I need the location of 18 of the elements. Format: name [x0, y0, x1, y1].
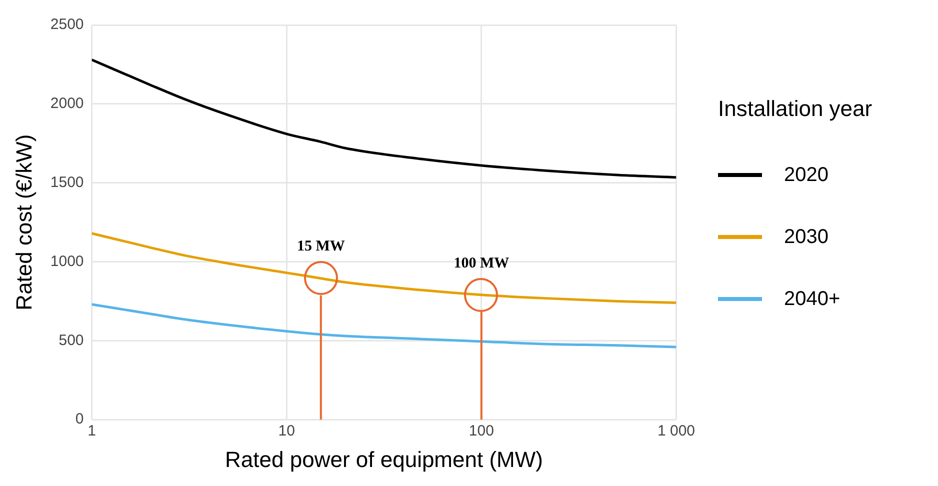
- y-tick-label: 2500: [50, 16, 84, 34]
- annotation: 15 MW: [296, 238, 345, 255]
- y-axis-title: Rated cost (€/kW): [11, 134, 36, 310]
- y-tick-label: 1500: [50, 174, 84, 191]
- y-tick-label: 0: [75, 410, 84, 428]
- x-tick-label: 100: [468, 422, 494, 440]
- legend-title: Installation year: [718, 96, 872, 122]
- y-tick-label: 2000: [50, 95, 84, 112]
- y-tick-label: 500: [58, 332, 84, 349]
- legend-label: 2020: [784, 164, 828, 186]
- x-tick-label: 1 000: [657, 422, 696, 440]
- legend-label: 2040+: [784, 288, 840, 310]
- x-tick-label: 10: [278, 422, 295, 440]
- x-tick-label: 1: [88, 422, 96, 440]
- y-tick-label: 1000: [50, 252, 84, 270]
- x-axis-title: Rated power of equipment (MW): [225, 446, 543, 472]
- annotation: 100 MW: [454, 255, 510, 272]
- legend-label: 2030: [784, 226, 828, 248]
